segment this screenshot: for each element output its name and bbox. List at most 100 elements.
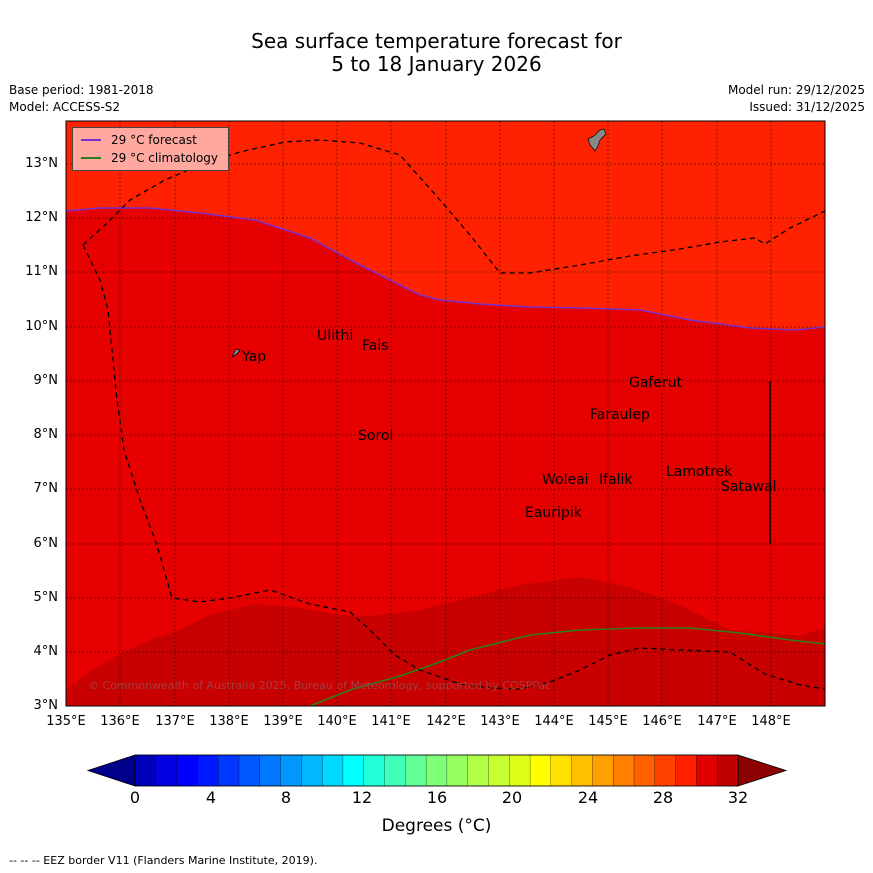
guam-land [587,128,607,152]
colorbar-cell [363,754,386,787]
legend-climatology: 29 °C climatology [81,151,218,165]
place-satawal: Satawal [721,479,777,495]
colorbar-tick: 32 [727,788,749,807]
colorbar-cell [571,754,594,787]
sst-fill [66,121,825,706]
colorbar-cell [467,754,490,787]
colorbar-cell [342,754,365,787]
lat-label: 4°N [33,644,59,659]
lat-label: 8°N [33,427,59,442]
lon-label: 146°E [642,714,682,729]
colorbar-cell [529,754,552,787]
colorbar [86,754,788,787]
colorbar-cell [654,754,677,787]
colorbar-tick: 20 [501,788,523,807]
colorbar-cell [613,754,635,787]
place-gaferut: Gaferut [629,375,683,391]
colorbar-cell [675,754,698,787]
lat-label: 9°N [33,373,59,388]
colorbar-cell [550,754,573,787]
title-line-1: Sea surface temperature forecast for [251,29,622,53]
gridlines [66,121,825,706]
lat-label: 6°N [33,536,59,551]
colorbar-tick: 24 [577,788,599,807]
base-period: Base period: 1981-2018 [9,83,154,97]
colorbar-cell [176,754,199,787]
colorbar-cell [633,754,656,787]
colorbar-cell [717,754,739,787]
place-woleai: Woleai [542,472,589,488]
place-ifalik: Ifalik [599,472,633,488]
title-line-2: 5 to 18 January 2026 [331,52,542,76]
lat-label: 10°N [25,319,58,334]
lon-label: 138°E [209,714,249,729]
colorbar-tick: 12 [351,788,373,807]
colorbar-frame [134,754,739,787]
model-run: Model run: 29/12/2025 [727,83,865,97]
climatology-line-swatch [81,157,101,159]
climatology-29c-contour [309,627,826,707]
colorbar-high-extend [737,754,788,787]
copyright-notice: © Commonwealth of Australia 2025, Bureau… [88,679,552,692]
eez-border [82,244,826,690]
place-yap: Yap [242,349,267,365]
lat-label: 12°N [25,210,58,225]
place-lamotrek: Lamotrek [666,464,733,480]
colorbar-cell [259,754,282,787]
lon-label: 142°E [426,714,466,729]
place-fais: Fais [362,338,389,354]
lat-label: 5°N [33,590,59,605]
legend-forecast: 29 °C forecast [81,133,197,147]
colorbar-cell [384,754,406,787]
lat-label: 3°N [33,698,59,713]
lon-label: 136°E [100,714,140,729]
colorbar-cell [155,754,178,787]
colorbar-cell [238,754,261,787]
colorbar-cell [301,754,323,787]
lon-label: 147°E [697,714,737,729]
colorbar-tick: 16 [426,788,448,807]
colorbar-cell [696,754,718,787]
lon-label: 140°E [317,714,357,729]
colorbar-tick: 8 [280,788,292,807]
sst-band-29-30 [66,208,825,706]
colorbar-cell [280,754,302,787]
issued-date: Issued: 31/12/2025 [749,100,865,114]
colorbar-tick: 0 [129,788,141,807]
lon-label: 141°E [371,714,411,729]
legend-climatology-label: 29 °C climatology [111,151,219,165]
place-faraulep: Faraulep [590,407,650,423]
lon-label: 139°E [263,714,303,729]
colorbar-tick: 28 [652,788,674,807]
place-eauripik: Eauripik [525,505,582,521]
forecast-29c-contour [65,207,826,331]
lat-label: 7°N [33,481,59,496]
colorbar-cell [405,754,427,787]
colorbar-cell [488,754,510,787]
colorbar-cell [509,754,531,787]
colorbar-low-extend [86,754,136,787]
colorbar-cell [321,754,344,787]
colorbar-cell [197,754,219,787]
place-ulithi: Ulithi [317,328,354,344]
colorbar-tick: 4 [205,788,217,807]
plot-frame [65,120,826,707]
sst-band-30-31 [66,577,825,706]
lon-label: 135°E [46,714,86,729]
forecast-line-swatch [81,139,101,141]
lat-label: 11°N [25,264,58,279]
lon-label: 143°E [480,714,520,729]
contour-legend: 29 °C forecast 29 °C climatology [72,127,229,171]
lon-label: 145°E [588,714,628,729]
lon-label: 137°E [155,714,195,729]
colorbar-cell [134,754,157,787]
yap-island [231,348,241,359]
lon-label: 144°E [534,714,574,729]
lat-label: 13°N [25,156,58,171]
colorbar-cell [425,754,448,787]
model-name: Model: ACCESS-S2 [9,100,121,114]
eez-footnote: -- -- -- EEZ border V11 (Flanders Marine… [9,854,318,867]
legend-forecast-label: 29 °C forecast [111,133,197,147]
place-sorol: Sorol [358,428,394,444]
